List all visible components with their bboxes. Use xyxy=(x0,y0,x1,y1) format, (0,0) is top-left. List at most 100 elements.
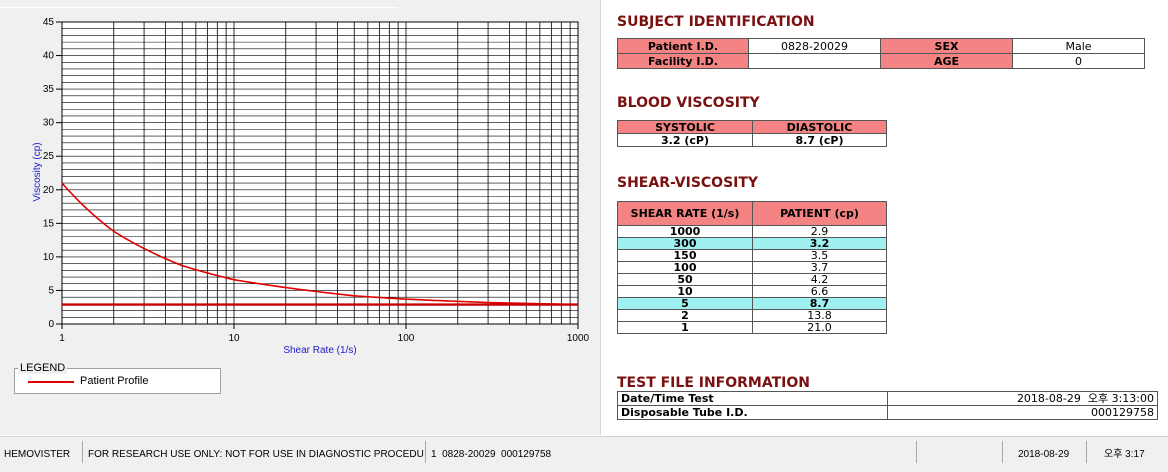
patient-value-cell: 21.0 xyxy=(752,321,887,334)
table-header-row: SHEAR RATE (1/s) PATIENT (cp) xyxy=(617,201,887,226)
tube-id-value: 000129758 xyxy=(887,405,1158,420)
table-row: 100 3.7 xyxy=(617,261,887,274)
sex-label: SEX xyxy=(880,38,1013,54)
x-tick-label: 10 xyxy=(228,333,240,344)
diastolic-value: 8.7 (cP) xyxy=(752,133,887,147)
y-tick-label: 15 xyxy=(43,218,55,229)
table-row: 1000 2.9 xyxy=(617,225,887,238)
chart-series xyxy=(61,182,579,306)
y-tick-label: 45 xyxy=(43,17,55,28)
table-row: 5 8.7 xyxy=(617,297,887,310)
y-tick-label: 40 xyxy=(43,51,55,62)
status-separator xyxy=(425,441,426,463)
y-tick-label: 5 xyxy=(48,285,54,296)
patient-value-cell: 13.8 xyxy=(752,309,887,322)
facility-id-label: Facility I.D. xyxy=(617,53,749,69)
blood-viscosity-table: SYSTOLIC DIASTOLIC 3.2 (cP) 8.7 (cP) xyxy=(617,120,887,147)
shear-viscosity-title: SHEAR-VISCOSITY xyxy=(617,175,759,191)
status-date: 2018-08-29 xyxy=(1018,449,1070,460)
table-row: Patient I.D. 0828-20029 SEX Male xyxy=(617,38,1145,54)
systolic-value: 3.2 (cP) xyxy=(617,133,753,147)
table-row: 150 3.5 xyxy=(617,249,887,262)
systolic-label: SYSTOLIC xyxy=(617,120,753,134)
status-time: 오후 3:17 xyxy=(1104,449,1145,460)
patient-id-label: Patient I.D. xyxy=(617,38,749,54)
plot-area xyxy=(62,22,578,324)
shear-rate-cell: 150 xyxy=(617,249,753,262)
panel-divider xyxy=(600,0,601,435)
subject-table: Patient I.D. 0828-20029 SEX Male Facilit… xyxy=(617,38,1145,69)
patient-value-cell: 2.9 xyxy=(752,225,887,238)
table-row: 50 4.2 xyxy=(617,273,887,286)
y-tick-label: 30 xyxy=(43,118,55,129)
test-file-information-title: TEST FILE INFORMATION xyxy=(617,375,810,391)
x-tick-label: 1 xyxy=(59,333,65,344)
y-tick-label: 0 xyxy=(48,319,54,330)
y-tick-label: 25 xyxy=(43,151,55,162)
plot-frame xyxy=(61,21,579,325)
chart-grid xyxy=(61,21,579,325)
shear-rate-cell: 1 xyxy=(617,321,753,334)
plot-panel-topline xyxy=(0,7,398,8)
age-value: 0 xyxy=(1012,53,1145,69)
y-axis-title: Viscosity (cp) xyxy=(32,142,43,201)
status-separator xyxy=(1002,441,1003,463)
table-row: 3.2 (cP) 8.7 (cP) xyxy=(617,133,887,147)
status-separator xyxy=(1086,441,1087,463)
age-label: AGE xyxy=(880,53,1013,69)
shear-rate-cell: 300 xyxy=(617,237,753,250)
patient-value-cell: 3.5 xyxy=(752,249,887,262)
diastolic-label: DIASTOLIC xyxy=(752,120,887,134)
patient-value-cell: 3.2 xyxy=(752,237,887,250)
table-row: SYSTOLIC DIASTOLIC xyxy=(617,120,887,134)
shear-viscosity-table: SHEAR RATE (1/s) PATIENT (cp) 1000 2.9 300… xyxy=(617,201,887,334)
shear-rate-cell: 50 xyxy=(617,273,753,286)
table-row: Disposable Tube I.D. 000129758 xyxy=(617,405,1158,420)
x-tick-label: 1000 xyxy=(567,333,590,344)
chart-ticks: 0 5 10 15 20 25 30 35 40 45 1 10 100 1000 xyxy=(43,17,590,344)
status-info: 1 0828-20029 000129758 xyxy=(431,449,552,460)
series-line-patient-profile xyxy=(61,182,579,306)
legend-title: LEGEND xyxy=(18,362,68,374)
table-row: Date/Time Test 2018-08-29 오후 3:13:00 xyxy=(617,391,1158,406)
facility-id-value xyxy=(748,53,881,69)
table-row: 2 13.8 xyxy=(617,309,887,322)
status-notice: FOR RESEARCH USE ONLY: NOT FOR USE IN DI… xyxy=(88,449,424,460)
table-row: 300 3.2 xyxy=(617,237,887,250)
shear-rate-cell: 1000 xyxy=(617,225,753,238)
patient-value-cell: 6.6 xyxy=(752,285,887,298)
datetime-value: 2018-08-29 오후 3:13:00 xyxy=(887,391,1158,406)
patient-value-cell: 3.7 xyxy=(752,261,887,274)
patient-header: PATIENT (cp) xyxy=(752,201,887,226)
legend-item-label: Patient Profile xyxy=(80,375,149,387)
status-bar: HEMOVISTER FOR RESEARCH USE ONLY: NOT FO… xyxy=(0,436,1168,472)
y-tick-label: 35 xyxy=(43,84,55,95)
viscosity-chart: 0 5 10 15 20 25 30 35 40 45 1 10 100 1000 Shear Rate … xyxy=(32,17,590,356)
y-tick-label: 10 xyxy=(43,252,55,263)
blood-viscosity-title: BLOOD VISCOSITY xyxy=(617,95,760,111)
y-tick-label: 20 xyxy=(43,185,55,196)
status-separator xyxy=(82,441,83,463)
shear-rate-header: SHEAR RATE (1/s) xyxy=(617,201,753,226)
table-row: 1 21.0 xyxy=(617,321,887,334)
x-tick-label: 100 xyxy=(398,333,415,344)
status-app-name: HEMOVISTER xyxy=(4,449,71,460)
table-row: 10 6.6 xyxy=(617,285,887,298)
table-row: Facility I.D. AGE 0 xyxy=(617,53,1145,69)
shear-viscosity-rows: 1000 2.9 300 3.2 150 3.5 100 3.7 50 4.2 10 6.6 5 8.7 2… xyxy=(617,225,887,334)
patient-value-cell: 8.7 xyxy=(752,297,887,310)
tube-id-label: Disposable Tube I.D. xyxy=(617,405,888,420)
sex-value: Male xyxy=(1012,38,1145,54)
patient-id-value: 0828-20029 xyxy=(748,38,881,54)
patient-value-cell: 4.2 xyxy=(752,273,887,286)
status-separator xyxy=(916,441,917,463)
shear-rate-cell: 5 xyxy=(617,297,753,310)
legend-swatch xyxy=(28,381,74,383)
subject-identification-title: SUBJECT IDENTIFICATION xyxy=(617,14,815,30)
shear-rate-cell: 10 xyxy=(617,285,753,298)
shear-rate-cell: 2 xyxy=(617,309,753,322)
test-file-table: Date/Time Test 2018-08-29 오후 3:13:00 Dis… xyxy=(617,391,1158,420)
x-axis-title: Shear Rate (1/s) xyxy=(283,345,356,356)
datetime-label: Date/Time Test xyxy=(617,391,888,406)
shear-rate-cell: 100 xyxy=(617,261,753,274)
